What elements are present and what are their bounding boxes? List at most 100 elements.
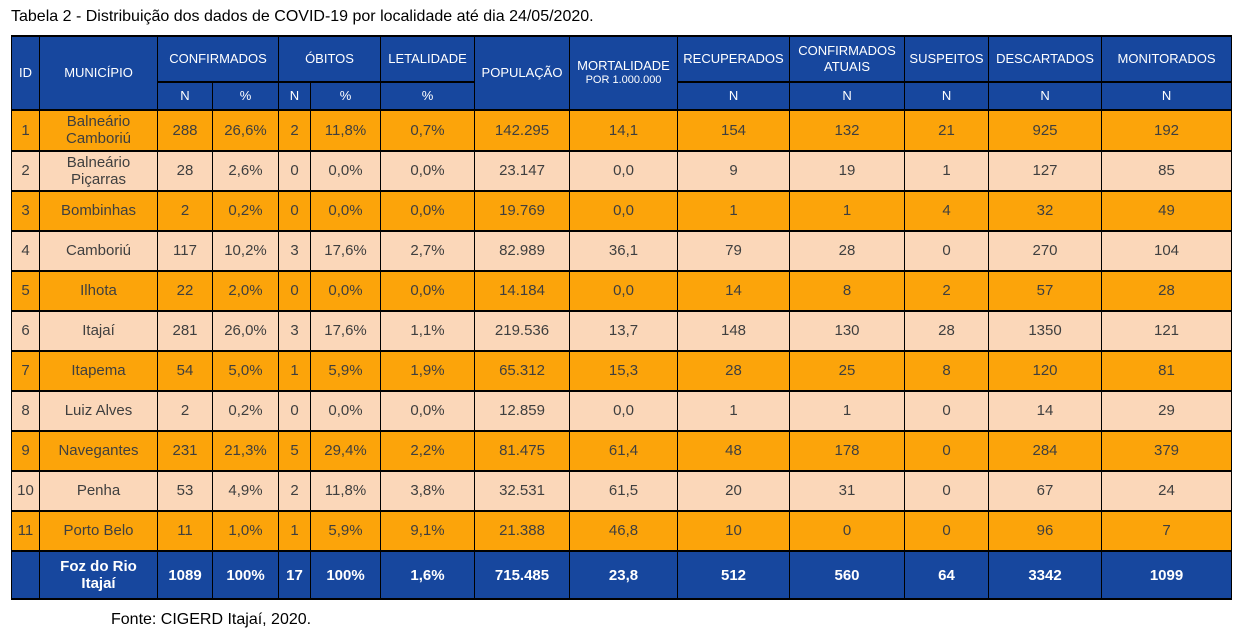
cell-conf-pct: 4,9% [212, 470, 279, 512]
cell-conf-atuais: 19 [789, 149, 906, 192]
cell-populacao: 14.184 [474, 270, 571, 312]
cell-conf-pct: 10,2% [212, 230, 279, 272]
cell-letalidade: 3,8% [380, 470, 476, 512]
cell-conf-n: 281 [157, 310, 213, 352]
table-title: Tabela 2 - Distribuição dos dados de COV… [11, 8, 594, 25]
subheader-confirmados-pct: % [212, 81, 279, 111]
cell-ob-n: 0 [278, 390, 311, 432]
cell-suspeitos: 0 [904, 390, 990, 432]
cell-monitorados: 49 [1101, 190, 1233, 232]
table-row: 11 Porto Belo 11 1,0% 1 5,9% 9,1% 21.388 46,8 10 0… [11, 510, 1233, 552]
cell-mortalidade: 0,0 [569, 390, 679, 432]
subheader-suspeitos-n: N [904, 81, 990, 111]
table-row: 4 Camboriú 117 10,2% 3 17,6% 2,7% 82.989 36,1 79 2… [11, 230, 1233, 272]
cell-mortalidade: 14,1 [569, 109, 679, 152]
cell-populacao: 23.147 [474, 149, 571, 192]
cell-conf-pct: 0,2% [212, 190, 279, 232]
table-header: ID MUNICÍPIO CONFIRMADOS ÓBITOS LETALIDA… [11, 35, 1233, 111]
cell-descartados: 120 [988, 350, 1103, 392]
cell-suspeitos: 21 [904, 109, 990, 152]
cell-ob-pct: 5,9% [309, 510, 382, 552]
cell-descartados: 1350 [988, 310, 1103, 352]
table-row: 10 Penha 53 4,9% 2 11,8% 3,8% 32.531 61,5 20 31 0 67… [11, 470, 1233, 512]
table-body: 1 Balneário Camboriú 288 26,6% 2 11,8% 0,7% 142… [11, 109, 1233, 552]
cell-id: 2 [11, 149, 40, 192]
cell-recuperados: 48 [677, 430, 791, 472]
subheader-monitorados-n: N [1101, 81, 1233, 111]
cell-mortalidade: 15,3 [569, 350, 679, 392]
cell-ob-pct: 0,0% [309, 149, 382, 192]
header-municipio: MUNICÍPIO [39, 35, 158, 111]
covid-data-table: ID MUNICÍPIO CONFIRMADOS ÓBITOS LETALIDA… [11, 35, 1233, 600]
cell-conf-n: 231 [157, 430, 213, 472]
cell-mortalidade: 0,0 [569, 190, 679, 232]
cell-mortalidade: 0,0 [569, 270, 679, 312]
cell-monitorados: 121 [1101, 310, 1233, 352]
cell-descartados: 284 [988, 430, 1103, 472]
cell-suspeitos: 4 [904, 190, 990, 232]
cell-conf-pct: 5,0% [212, 350, 279, 392]
cell-conf-pct: 2,6% [212, 149, 279, 192]
cell-id [11, 550, 40, 600]
cell-conf-n: 53 [157, 470, 213, 512]
cell-conf-pct: 26,6% [212, 109, 279, 152]
cell-monitorados: 7 [1101, 510, 1233, 552]
cell-suspeitos: 0 [904, 430, 990, 472]
subheader-recuperados-n: N [677, 81, 791, 111]
cell-mortalidade: 46,8 [569, 510, 679, 552]
cell-ob-n: 2 [278, 109, 311, 152]
cell-recuperados: 14 [677, 270, 791, 312]
header-monitorados: MONITORADOS [1101, 35, 1233, 83]
cell-conf-atuais: 1 [789, 190, 906, 232]
cell-letalidade: 1,1% [380, 310, 476, 352]
cell-letalidade: 0,0% [380, 149, 476, 192]
cell-populacao: 12.859 [474, 390, 571, 432]
cell-recuperados: 10 [677, 510, 791, 552]
cell-recuperados: 28 [677, 350, 791, 392]
cell-municipio: Ilhota [39, 270, 158, 312]
cell-conf-pct: 100% [212, 550, 279, 600]
cell-mortalidade: 61,4 [569, 430, 679, 472]
cell-populacao: 21.388 [474, 510, 571, 552]
cell-conf-n: 2 [157, 390, 213, 432]
table-row: 8 Luiz Alves 2 0,2% 0 0,0% 0,0% 12.859 0,0 1 1 0 14 2… [11, 390, 1233, 432]
cell-mortalidade: 36,1 [569, 230, 679, 272]
cell-conf-pct: 2,0% [212, 270, 279, 312]
cell-ob-pct: 29,4% [309, 430, 382, 472]
cell-municipio: Foz do Rio Itajaí [39, 550, 158, 600]
cell-conf-atuais: 132 [789, 109, 906, 152]
cell-letalidade: 0,0% [380, 190, 476, 232]
subheader-descartados-n: N [988, 81, 1103, 111]
cell-suspeitos: 0 [904, 230, 990, 272]
cell-monitorados: 379 [1101, 430, 1233, 472]
cell-letalidade: 0,7% [380, 109, 476, 152]
cell-mortalidade: 13,7 [569, 310, 679, 352]
cell-populacao: 715.485 [474, 550, 571, 600]
header-confirmados: CONFIRMADOS [157, 35, 279, 83]
cell-id: 1 [11, 109, 40, 152]
cell-monitorados: 81 [1101, 350, 1233, 392]
table-row: 5 Ilhota 22 2,0% 0 0,0% 0,0% 14.184 0,0 14 8 2 57 28 [11, 270, 1233, 312]
subheader-confirmados-atuais-n: N [789, 81, 906, 111]
cell-ob-n: 0 [278, 270, 311, 312]
table-row: 2 Balneário Piçarras 28 2,6% 0 0,0% 0,0% 23.147… [11, 149, 1233, 192]
cell-municipio: Bombinhas [39, 190, 158, 232]
cell-recuperados: 79 [677, 230, 791, 272]
cell-municipio: Balneário Camboriú [39, 109, 158, 152]
cell-recuperados: 20 [677, 470, 791, 512]
cell-suspeitos: 2 [904, 270, 990, 312]
cell-letalidade: 1,9% [380, 350, 476, 392]
header-recuperados: RECUPERADOS [677, 35, 791, 83]
cell-id: 3 [11, 190, 40, 232]
header-populacao: POPULAÇÃO [474, 35, 571, 111]
table-row-total: Foz do Rio Itajaí 1089 100% 17 100% 1,6%… [11, 550, 1233, 600]
cell-conf-n: 117 [157, 230, 213, 272]
cell-conf-pct: 21,3% [212, 430, 279, 472]
cell-descartados: 14 [988, 390, 1103, 432]
table-row: 6 Itajaí 281 26,0% 3 17,6% 1,1% 219.536 13,7 148 1… [11, 310, 1233, 352]
header-mortalidade-line1: MORTALIDADE [577, 58, 670, 73]
cell-suspeitos: 64 [904, 550, 990, 600]
cell-conf-n: 288 [157, 109, 213, 152]
cell-ob-pct: 100% [309, 550, 382, 600]
